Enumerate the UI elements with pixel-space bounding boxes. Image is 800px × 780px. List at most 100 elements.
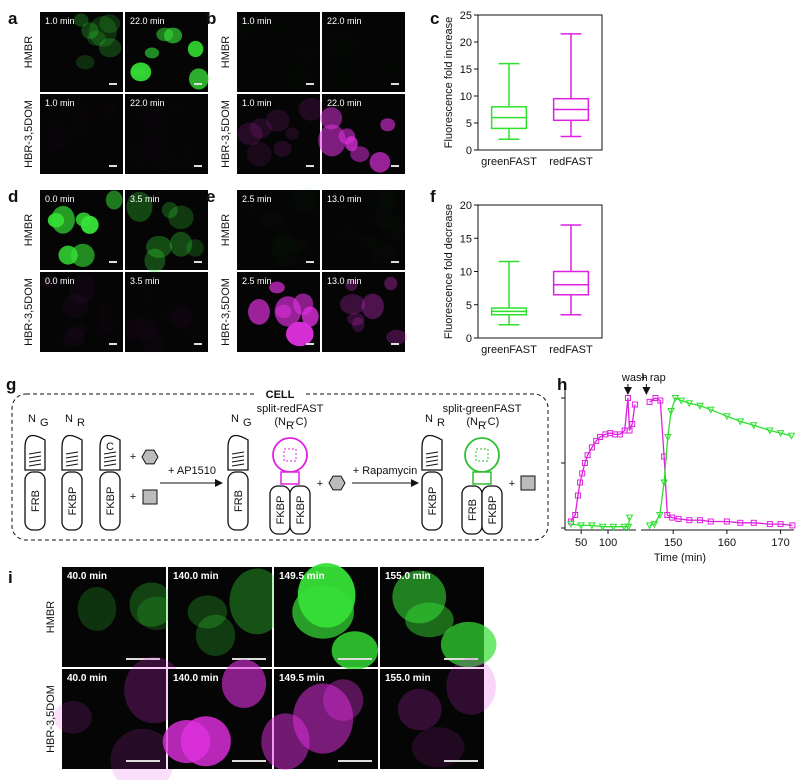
time-label: 149.5 min [279, 571, 325, 582]
x-tick-label: redFAST [549, 344, 593, 356]
cell [87, 30, 106, 46]
cell [80, 215, 99, 234]
x-tick-label: greenFAST [481, 344, 537, 356]
cell [381, 59, 400, 74]
image-bg [237, 94, 320, 174]
cell [246, 141, 272, 167]
cell [130, 144, 155, 164]
cell [351, 317, 365, 332]
row-label: HMBR [45, 601, 57, 633]
y-tick-label: 20 [460, 200, 472, 212]
image-bg [40, 94, 123, 174]
point [765, 427, 774, 435]
cell [380, 118, 396, 132]
cell [62, 328, 85, 347]
fragment-groove [65, 455, 79, 459]
bulb-core [283, 448, 297, 462]
cell [333, 43, 351, 63]
cell [298, 97, 325, 121]
fragment-groove [231, 463, 245, 467]
point [750, 519, 757, 526]
fragment-sub: R [437, 417, 445, 429]
y-tick-label: 0 [466, 145, 472, 157]
point [650, 521, 659, 529]
step-label: + Rapamycin [353, 465, 418, 477]
cell [58, 245, 78, 265]
time-label: 1.0 min [242, 98, 272, 108]
x-tick-label: 50 [575, 537, 587, 549]
point [723, 518, 730, 525]
cell [110, 728, 175, 780]
panel-label: h [557, 375, 567, 394]
cell [136, 596, 178, 631]
x-axis-label: Time (min) [654, 552, 706, 564]
image-bg [237, 190, 320, 270]
cell [103, 100, 118, 114]
cell [99, 14, 121, 33]
cell [188, 68, 209, 90]
point [577, 522, 585, 530]
cell [77, 586, 117, 631]
point [624, 523, 633, 531]
fragment-groove [425, 451, 439, 455]
cell [269, 281, 285, 294]
domain-label: FRB [233, 490, 245, 512]
point [584, 452, 591, 459]
micrograph: 155.0 min [380, 567, 497, 668]
cell-title: CELL [266, 389, 295, 401]
ligand-square [142, 489, 158, 505]
image-bg [62, 669, 166, 769]
point [677, 397, 686, 405]
image-bg [380, 669, 484, 769]
bulb-neck [280, 471, 300, 485]
time-label: 2.5 min [242, 194, 272, 204]
cell [337, 228, 355, 242]
annotation: wash [621, 372, 648, 384]
point [707, 518, 714, 525]
image-bg [125, 272, 208, 352]
domain-label: FRB [30, 490, 42, 512]
point [777, 521, 784, 528]
cell [70, 243, 95, 268]
cell [272, 17, 292, 33]
panel-label: i [8, 568, 13, 587]
point [737, 519, 744, 526]
cell [338, 128, 356, 145]
cell [68, 274, 96, 304]
cell [180, 716, 231, 767]
panel-label: c [430, 9, 439, 28]
x-tick-label: 160 [718, 537, 736, 549]
row-label: HMBR [220, 36, 232, 68]
complex-name: split-redFAST [257, 403, 324, 415]
time-label: 2.5 min [242, 276, 272, 286]
cell [187, 40, 204, 58]
micrograph: 3.5 min [125, 190, 208, 273]
cell [292, 585, 354, 639]
cell [144, 248, 166, 273]
cell [331, 631, 379, 670]
time-label: 155.0 min [385, 673, 431, 684]
fragment-groove [231, 459, 245, 463]
micrograph: 22.0 min [322, 12, 405, 92]
cell [392, 570, 447, 624]
panel-label: f [430, 187, 436, 206]
cell [361, 233, 377, 248]
micrograph: 2.5 min [237, 272, 320, 352]
point [574, 492, 581, 499]
complex-open: (N [274, 416, 286, 428]
time-label: 3.5 min [130, 194, 160, 204]
time-label: 3.5 min [130, 276, 160, 286]
domain-label: FKBP [275, 496, 287, 525]
point [588, 522, 596, 530]
complex-close: ·C) [292, 416, 307, 428]
image-bg [125, 190, 208, 270]
point [588, 444, 595, 451]
cell [369, 152, 391, 173]
time-label: 155.0 min [385, 571, 431, 582]
x-tick-label: greenFAST [481, 156, 537, 168]
fragment-groove [28, 463, 42, 467]
domain-box [61, 471, 83, 531]
point [567, 521, 575, 529]
y-tick-label: 10 [460, 267, 472, 279]
point [706, 406, 715, 414]
